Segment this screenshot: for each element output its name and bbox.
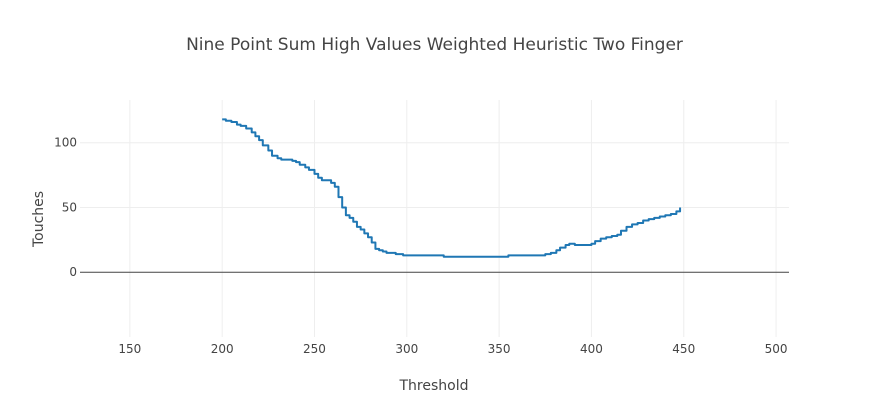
series-layer xyxy=(222,118,682,258)
x-tick-label: 250 xyxy=(303,342,326,356)
x-tick-label: 150 xyxy=(118,342,141,356)
x-tick-label: 500 xyxy=(765,342,788,356)
x-tick-label: 300 xyxy=(395,342,418,356)
chart-title: Nine Point Sum High Values Weighted Heur… xyxy=(186,35,683,55)
x-tick-label: 350 xyxy=(488,342,511,356)
x-axis-title: Threshold xyxy=(399,378,469,394)
x-tick-label: 450 xyxy=(672,342,695,356)
y-tick-label: 50 xyxy=(62,200,77,214)
grid-layer xyxy=(80,100,789,337)
x-tick-label: 400 xyxy=(580,342,603,356)
y-axis-title: Touches xyxy=(31,191,47,248)
series-line xyxy=(222,118,682,258)
y-tick-label: 0 xyxy=(69,265,77,279)
y-tick-label: 100 xyxy=(54,136,77,150)
x-tick-label: 200 xyxy=(211,342,234,356)
tick-label-layer: 150 200 250 300 350 400 450 500 0 50 100 xyxy=(54,136,787,356)
